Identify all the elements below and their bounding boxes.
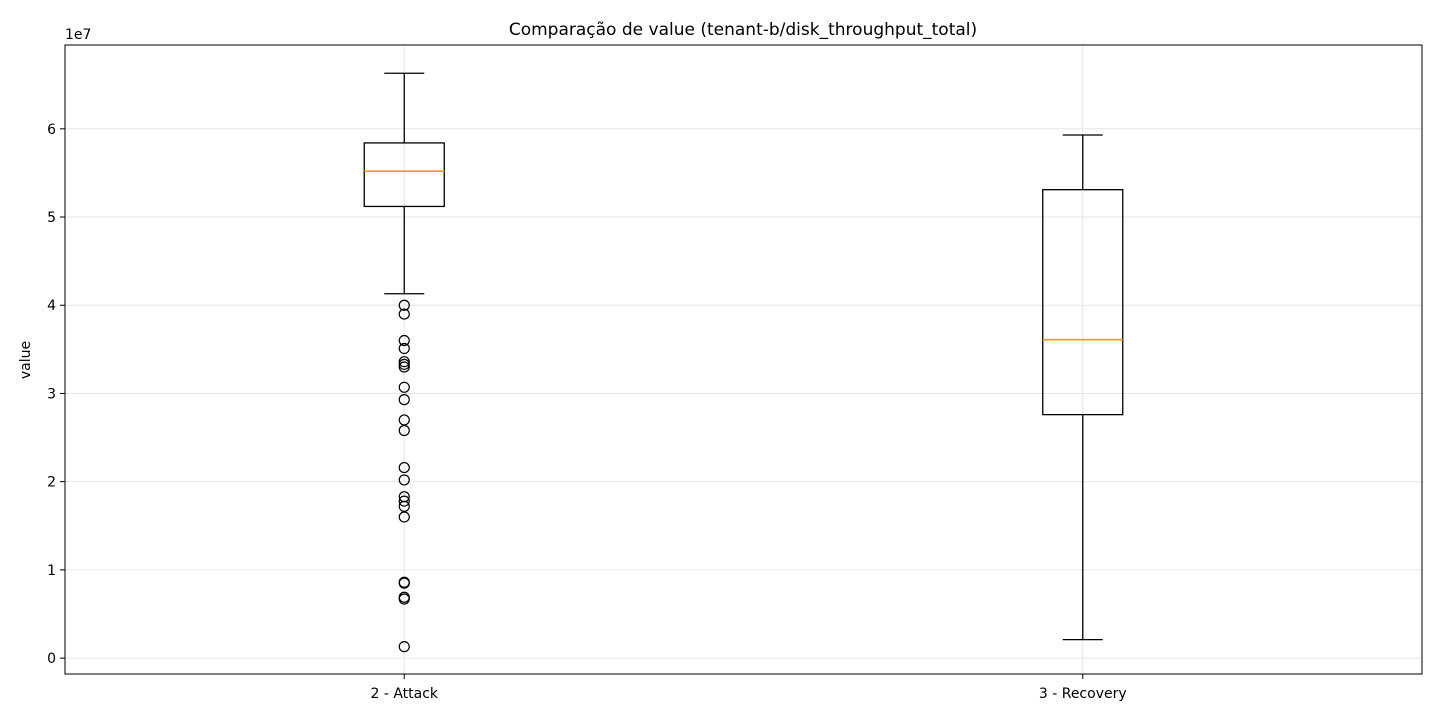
outlier-point [398,474,410,486]
outlier-point [398,308,410,320]
outlier-point [398,361,410,373]
box-group [1042,134,1124,641]
outlier-point [398,577,410,589]
plot-frame [64,44,1423,675]
y-offset-label: 1e7 [65,27,91,43]
outlier-point [398,356,410,368]
outlier-point [398,334,410,347]
iqr-box [363,142,445,208]
outlier-point [398,424,410,437]
y-tick-label: 3 [47,386,56,402]
outlier-point [398,641,410,653]
chart-title: Comparação de value (tenant-b/disk_throu… [509,20,977,40]
outlier-point [398,461,410,474]
y-tick-label: 1 [47,563,56,579]
outlier-point [398,511,410,523]
outlier-point [398,342,410,355]
axis-layer: 0 1 2 3 4 5 6 2 - Attack 3 - Recovery [47,122,1127,702]
y-tick-label: 6 [47,122,56,138]
outlier-point [398,299,410,311]
outlier-point [398,394,410,406]
box-layer [363,72,1124,653]
y-tick-label: 5 [47,210,56,226]
y-tick-label: 4 [47,298,56,314]
x-tick-label: 3 - Recovery [1039,686,1127,702]
y-tick-label: 2 [47,475,56,491]
x-tick-label: 2 - Attack [370,686,438,702]
y-axis-label: value [18,341,34,379]
box-group [363,72,445,653]
y-tick-label: 0 [47,651,56,667]
outlier-point [398,593,410,605]
iqr-box [1042,189,1124,416]
outlier-point [398,495,410,507]
outlier-point [398,358,410,370]
grid-layer [65,45,1422,674]
outlier-point [398,381,410,393]
